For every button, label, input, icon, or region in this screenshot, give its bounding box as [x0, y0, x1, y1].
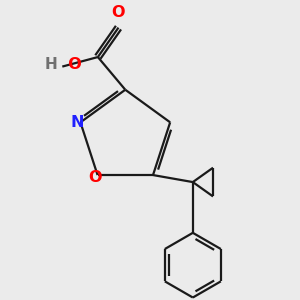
- Text: O: O: [112, 5, 125, 20]
- Text: H: H: [44, 57, 57, 72]
- Text: N: N: [70, 115, 84, 130]
- Text: O: O: [88, 170, 102, 185]
- Text: O: O: [57, 57, 82, 72]
